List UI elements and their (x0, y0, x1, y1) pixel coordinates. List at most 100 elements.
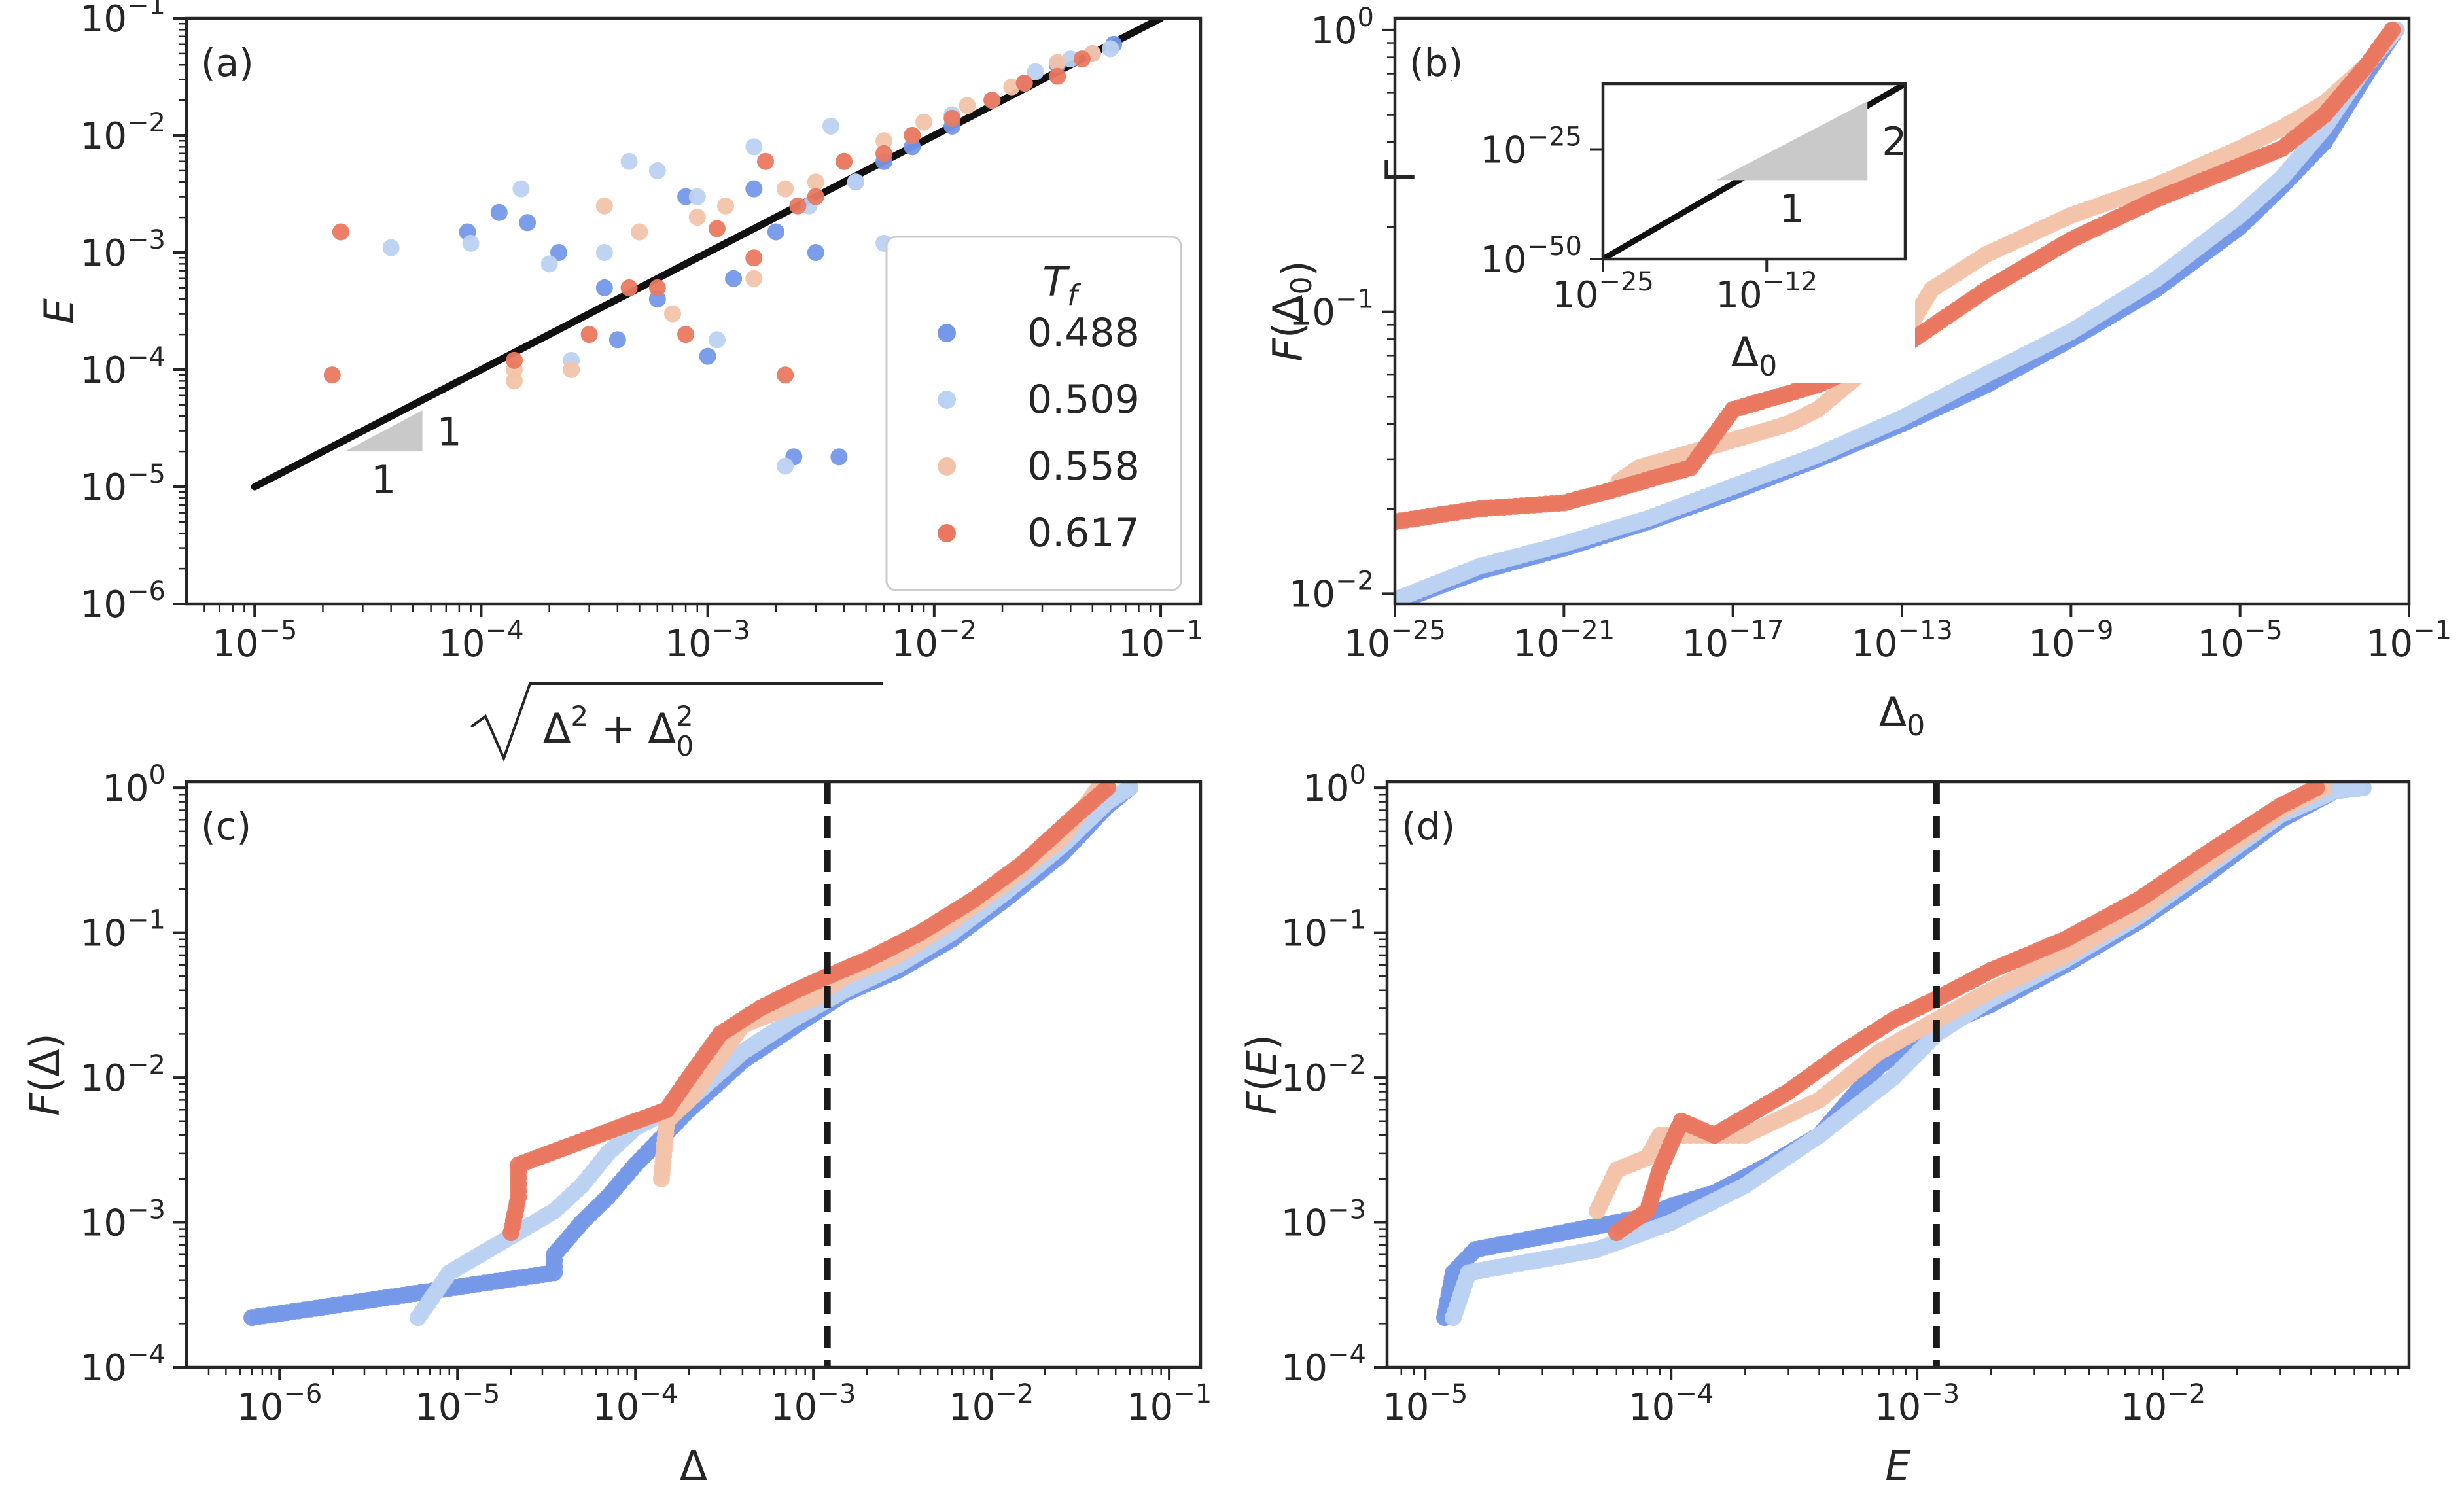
data-point (836, 152, 853, 170)
data-point (875, 132, 893, 150)
legend-label: 0.509 (1027, 377, 1140, 423)
data-point (822, 117, 839, 135)
x-tick-label: 10−5 (2198, 616, 2283, 665)
y-tick-label: 100 (1303, 760, 1366, 810)
y-axis-label-a: E (35, 298, 83, 324)
fit-line (251, 18, 1165, 491)
series-0.509 (1395, 21, 2405, 604)
data-point (631, 223, 648, 241)
data-point (777, 180, 794, 198)
x-tick-label: 10−9 (2028, 616, 2113, 665)
sqrt-content: Δ2 + Δ2 0 (543, 700, 694, 762)
x-tick-label: 10−3 (665, 616, 750, 665)
x-tick-label: 10−12 (1716, 267, 1818, 317)
y-tick-label: 10−1 (80, 905, 166, 955)
x-tick-label: 10−2 (2121, 1379, 2206, 1429)
slope-triangle (1716, 101, 1868, 181)
data-point (648, 162, 666, 179)
data-point (1099, 782, 1116, 797)
series-0.558 (506, 44, 1101, 390)
data-point (550, 244, 567, 261)
x-tick-label: 10−3 (771, 1379, 856, 1429)
y-tick-label: 10−1 (1281, 905, 1366, 955)
x-tick-label: 10−3 (1874, 1379, 1960, 1429)
data-point (595, 279, 613, 296)
data-point (382, 239, 400, 256)
data-point (2354, 782, 2372, 797)
y-tick-label: 10−4 (80, 342, 166, 392)
data-point (745, 180, 763, 198)
data-point (620, 152, 638, 170)
data-point (688, 188, 706, 205)
data-point (959, 97, 976, 114)
legend-label: 0.617 (1027, 510, 1140, 556)
data-point (1121, 782, 1138, 797)
x-tick-label: 10−21 (1513, 616, 1615, 665)
x-tick-label: 10−5 (415, 1379, 500, 1429)
data-point (915, 113, 932, 131)
y-tick-label: 10−50 (1480, 232, 1582, 281)
data-point (745, 270, 763, 287)
legend-box (885, 236, 1182, 591)
y-axis-label-d: F(E) (1238, 1034, 1286, 1115)
series-0.617 (502, 782, 1116, 1242)
x-tick-label: 10−25 (1344, 616, 1446, 665)
data-point (620, 279, 638, 296)
x-tick-label: 10−1 (2367, 616, 2452, 665)
data-point (580, 326, 598, 343)
y-tick-label: 10−25 (1480, 122, 1582, 172)
y-tick-label: 10−3 (80, 1195, 166, 1245)
y-tick-label: 10−2 (1281, 1050, 1366, 1100)
data-point (323, 366, 341, 384)
plot-area-d (1436, 782, 2372, 1327)
y-tick-label: 10−6 (80, 576, 166, 626)
data-point (512, 180, 530, 198)
data-point (745, 249, 763, 267)
data-point (608, 331, 626, 349)
data-point (462, 234, 480, 252)
data-point (699, 347, 716, 365)
x-tick-label: 10−17 (1682, 616, 1784, 665)
data-point (847, 173, 864, 191)
x-tick-label: 10−2 (892, 616, 977, 665)
y-tick-label: 10−4 (80, 1340, 166, 1390)
data-point (332, 223, 349, 241)
x-tick-label: 10−4 (593, 1379, 678, 1429)
inset-y-label: Γ (1377, 160, 1424, 183)
axes-frame (1601, 82, 1907, 261)
legend-marker (938, 324, 956, 342)
data-point (1049, 54, 1066, 71)
data-point (688, 209, 706, 226)
y-tick-label: 10−2 (1289, 566, 1374, 616)
axes-frame (185, 780, 1203, 1369)
panel-label-c: (c) (201, 804, 251, 849)
data-point (2308, 782, 2325, 797)
legend-marker (938, 391, 956, 409)
y-tick-label: 10−2 (80, 108, 166, 158)
data-point (663, 305, 681, 323)
x-axis-label-a: Δ2 + Δ2 0 (470, 682, 883, 762)
plot-area-a (251, 18, 1165, 491)
data-point (777, 457, 794, 475)
data-point (830, 448, 848, 466)
data-point (904, 127, 921, 144)
plot-area-b-inset (1603, 84, 1905, 259)
slope-run-label: 1 (1780, 186, 1804, 232)
axes-frame (1385, 780, 2411, 1369)
x-tick-label: 10−1 (1118, 616, 1203, 665)
panel-label-d: (d) (1401, 804, 1455, 849)
data-point (943, 109, 961, 127)
data-point (875, 145, 893, 162)
panel-b: 10−25 10−21 10−17 10−13 10−9 10−5 10−1 10−2 10−1… (1264, 3, 2452, 743)
y-axis-label-b: F(Δ0) (1264, 260, 1321, 362)
y-tick-label: 10−1 (1289, 285, 1374, 334)
x-tick-label: 10−4 (1628, 1379, 1714, 1429)
legend-label: 0.558 (1027, 444, 1140, 489)
data-point (519, 214, 537, 232)
y-tick-label: 100 (1311, 3, 1374, 52)
panel-c: 10−6 10−5 10−4 10−3 10−2 10−1 10−4 10−3 10−2 10−1… (21, 760, 1212, 1489)
data-point (1049, 67, 1066, 85)
